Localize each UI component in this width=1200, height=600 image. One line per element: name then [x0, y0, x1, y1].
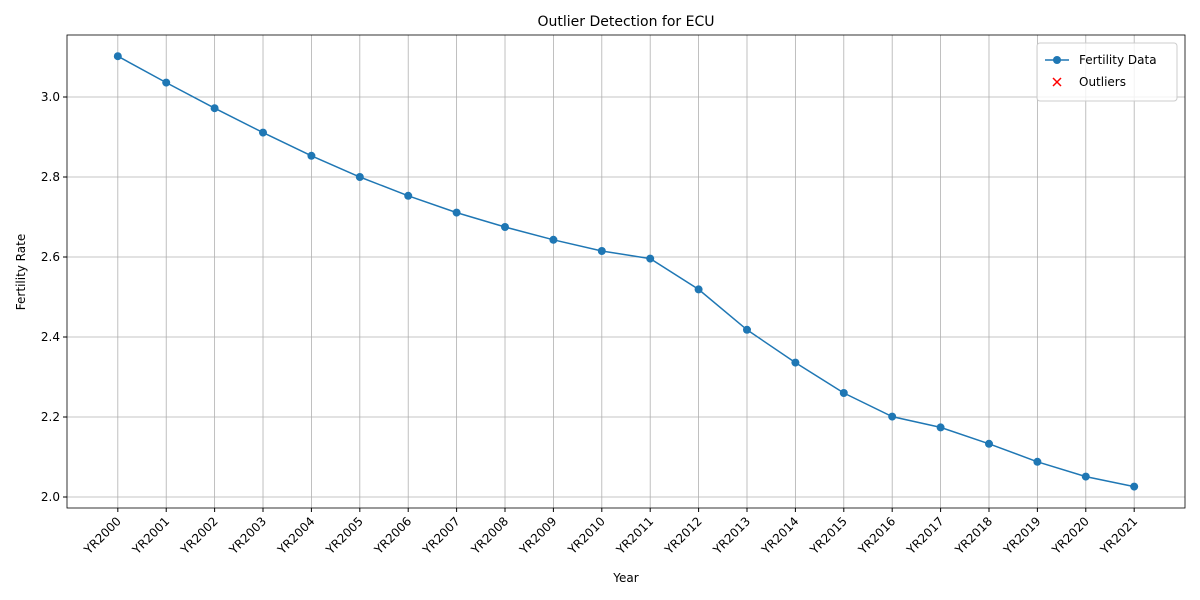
data-point [742, 325, 751, 334]
data-point [984, 439, 993, 448]
x-tick-label: YR2011 [613, 514, 656, 557]
data-point [307, 151, 316, 160]
x-tick-label: YR2020 [1049, 514, 1092, 557]
x-tick-label: YR2016 [855, 514, 898, 557]
data-point [162, 78, 171, 87]
x-tick-label: YR2009 [516, 514, 559, 557]
x-tick-label: YR2014 [758, 514, 801, 557]
data-point [839, 389, 848, 397]
y-tick-label: 2.8 [41, 170, 60, 184]
x-tick-label: YR2017 [903, 514, 946, 557]
x-axis-label: Year [612, 571, 638, 585]
data-point [1130, 482, 1139, 491]
x-tick-label: YR2002 [177, 514, 220, 557]
data-point [1081, 472, 1090, 481]
x-tick-label: YR2018 [952, 514, 995, 557]
data-point [452, 208, 461, 217]
data-point [646, 254, 655, 263]
data-point [355, 173, 364, 181]
x-tick-label: YR2000 [81, 514, 124, 557]
data-point [549, 235, 558, 244]
x-tick-label: YR2010 [565, 514, 608, 557]
legend-marker [1052, 77, 1062, 87]
x-tick-label: YR2015 [807, 514, 850, 557]
data-point [113, 52, 122, 61]
y-tick-label: 2.6 [41, 250, 60, 264]
x-tick-label: YR2013 [710, 514, 753, 557]
y-tick-label: 3.0 [41, 90, 60, 104]
y-tick-label: 2.0 [41, 490, 60, 504]
data-point [888, 412, 897, 421]
x-tick-label: YR2012 [661, 514, 704, 557]
x-tick-label: YR2001 [129, 514, 172, 557]
data-point [259, 128, 268, 137]
data-point [1033, 457, 1042, 466]
data-point [936, 423, 945, 432]
plot-frame [66, 34, 1186, 509]
data-point [404, 191, 413, 200]
y-tick-label: 2.4 [41, 330, 60, 344]
data-point [210, 104, 219, 113]
x-tick-label: YR2008 [468, 514, 511, 557]
x-tick-label: YR2006 [371, 514, 414, 557]
legend-box [1036, 42, 1178, 102]
chart-title: Outlier Detection for ECU [537, 14, 714, 30]
y-axis-label: Fertility Rate [14, 234, 28, 310]
x-tick-label: YR2004 [274, 514, 317, 557]
x-tick-label: YR2007 [419, 514, 462, 557]
y-tick-label: 2.2 [41, 410, 60, 424]
legend-marker [1053, 56, 1061, 64]
x-tick-label: YR2021 [1097, 514, 1140, 557]
x-tick-label: YR2005 [323, 514, 366, 557]
data-line [117, 55, 1135, 488]
legend-label: Outliers [1079, 75, 1126, 89]
data-point [597, 247, 606, 255]
x-tick-label: YR2019 [1000, 514, 1043, 557]
data-point [501, 223, 510, 231]
legend-label: Fertility Data [1079, 53, 1157, 67]
x-tick-label: YR2003 [226, 514, 269, 557]
data-point [791, 358, 800, 367]
data-point [694, 285, 703, 294]
